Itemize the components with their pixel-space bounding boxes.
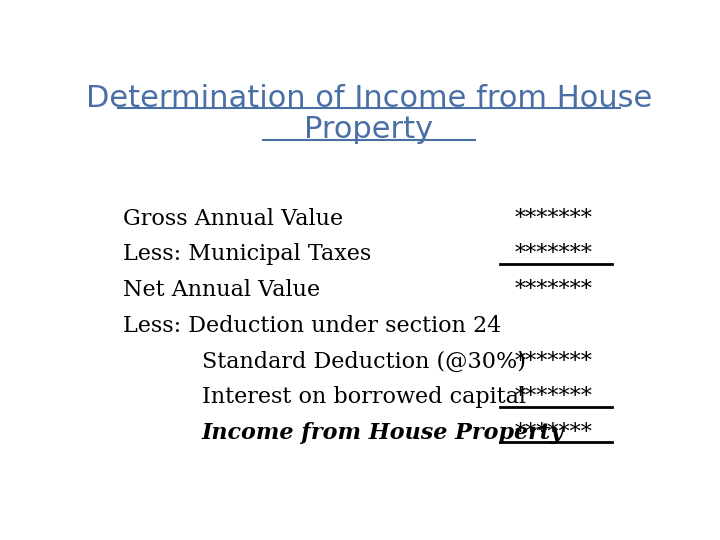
Text: *******: ******* [514, 244, 592, 265]
Text: *******: ******* [514, 387, 592, 408]
Text: Net Annual Value: Net Annual Value [124, 279, 320, 301]
Text: *******: ******* [514, 422, 592, 444]
Text: Interest on borrowed capital: Interest on borrowed capital [202, 387, 526, 408]
Text: *******: ******* [514, 350, 592, 373]
Text: *******: ******* [514, 208, 592, 230]
Text: Income from House Property: Income from House Property [202, 422, 564, 444]
Text: Less: Deduction under section 24: Less: Deduction under section 24 [124, 315, 502, 337]
Text: *******: ******* [514, 279, 592, 301]
Text: Less: Municipal Taxes: Less: Municipal Taxes [124, 244, 372, 265]
Text: Gross Annual Value: Gross Annual Value [124, 208, 343, 230]
Text: Standard Deduction (@30%): Standard Deduction (@30%) [202, 350, 526, 373]
Text: Determination of Income from House: Determination of Income from House [86, 84, 652, 112]
Text: Property: Property [305, 114, 433, 144]
